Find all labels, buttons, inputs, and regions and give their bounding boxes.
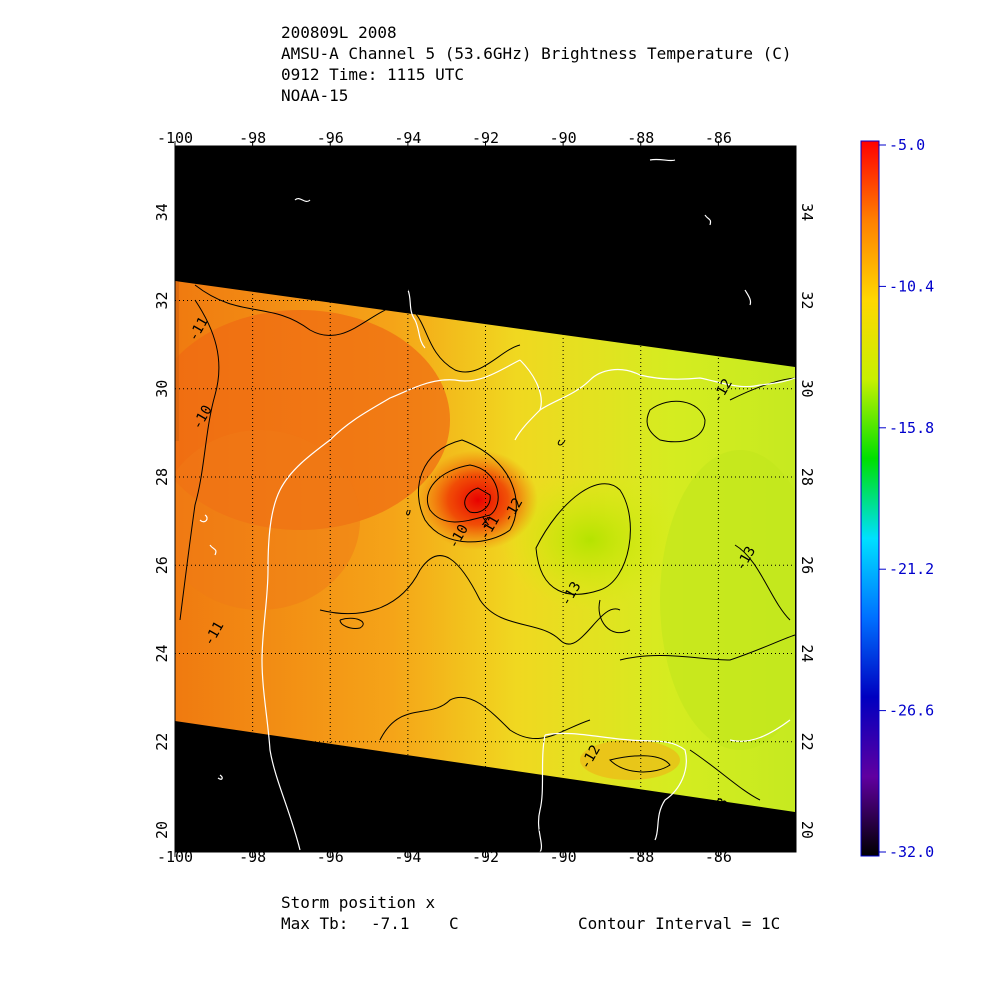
storm-position-label: Storm position x	[281, 893, 436, 912]
colorbar-label: -15.8	[889, 419, 934, 437]
colorbar-labels: -5.0 -10.4 -15.8 -21.2 -26.6 -32.0	[879, 136, 934, 861]
colorbar-gradient	[860, 140, 880, 857]
lon-tick-top: -86	[705, 129, 732, 147]
storm-position-marker: x	[481, 513, 489, 529]
lon-tick-top: -88	[627, 129, 654, 147]
lat-tick-left: 30	[153, 380, 171, 398]
lat-tick-right: 30	[798, 380, 816, 398]
lon-tick-top: -96	[317, 129, 344, 147]
colorbar-label: -21.2	[889, 560, 934, 578]
colorbar-label: -5.0	[889, 136, 925, 154]
lon-tick-top: -98	[239, 129, 266, 147]
lat-tick-left: 28	[153, 468, 171, 486]
lat-tick-right: 22	[798, 733, 816, 751]
lat-tick-left: 20	[153, 821, 171, 839]
map-gridlines	[175, 146, 796, 852]
max-tb-label: Max Tb:	[281, 914, 349, 933]
lon-tick-top: -100	[157, 129, 193, 147]
lat-tick-left: 22	[153, 733, 171, 751]
lon-tick-bottom: -92	[472, 848, 499, 866]
max-tb-value: -7.1	[371, 914, 410, 933]
lon-tick-bottom: -100	[157, 848, 193, 866]
lon-tick-top: -94	[394, 129, 421, 147]
lon-tick-bottom: -96	[317, 848, 344, 866]
lon-tick-bottom: -90	[550, 848, 577, 866]
lat-tick-right: 20	[798, 821, 816, 839]
lat-tick-left: 32	[153, 291, 171, 309]
contour-interval: Contour Interval = 1C	[578, 914, 781, 933]
contour-lines	[179, 284, 795, 801]
lat-tick-right: 34	[798, 203, 816, 221]
lon-tick-bottom: -86	[705, 848, 732, 866]
lon-tick-bottom: -88	[627, 848, 654, 866]
lat-tick-left: 26	[153, 556, 171, 574]
colorbar-label: -10.4	[889, 277, 934, 295]
lat-tick-left: 34	[153, 203, 171, 221]
colorbar-label: -26.6	[889, 702, 934, 720]
header-satellite: NOAA-15	[281, 86, 349, 105]
lat-tick-left: 24	[153, 644, 171, 662]
lat-tick-right: 32	[798, 291, 816, 309]
lon-tick-bottom: -94	[394, 848, 421, 866]
lat-tick-right: 28	[798, 468, 816, 486]
header-product: AMSU-A Channel 5 (53.6GHz) Brightness Te…	[281, 44, 792, 63]
header-time: 0912 Time: 1115 UTC	[281, 65, 465, 84]
lon-tick-bottom: -98	[239, 848, 266, 866]
lat-tick-right: 26	[798, 556, 816, 574]
max-tb-unit: C	[449, 914, 459, 933]
axis-tick-labels: -100 -100 -98 -98 -96 -96 -94 -94 -92 -92 -90 -90 -8…	[153, 129, 816, 866]
lat-tick-right: 24	[798, 644, 816, 662]
header-storm-id: 200809L 2008	[281, 23, 397, 42]
lon-tick-top: -92	[472, 129, 499, 147]
colorbar-label: -32.0	[889, 843, 934, 861]
lon-tick-top: -90	[550, 129, 577, 147]
coastline	[199, 158, 796, 853]
